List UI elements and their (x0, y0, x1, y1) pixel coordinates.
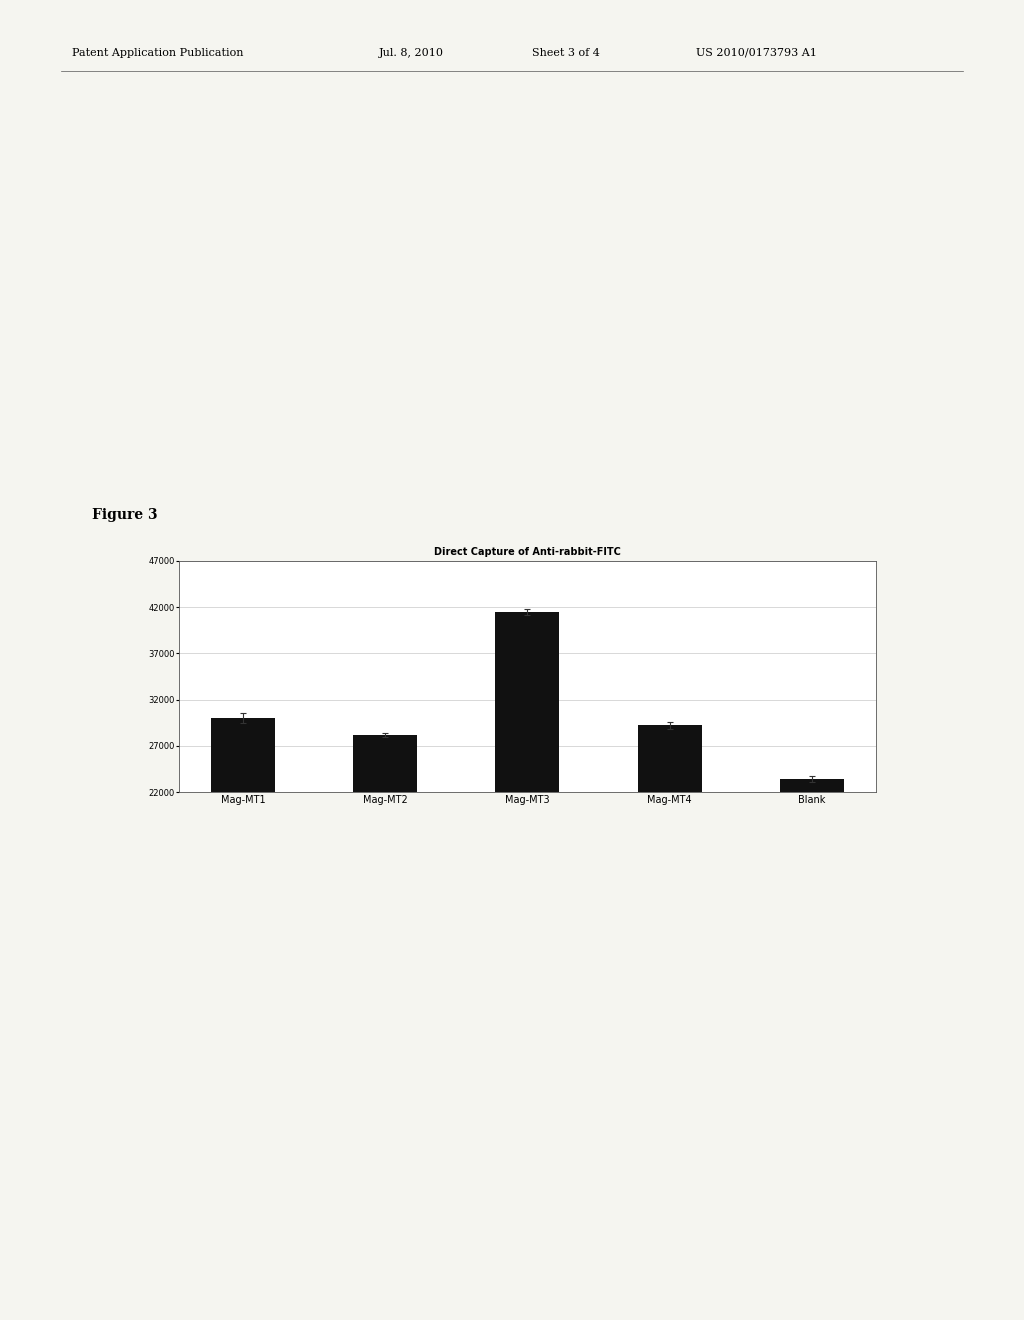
Bar (638, 726, 701, 995)
Bar (780, 779, 844, 995)
Bar (211, 718, 274, 995)
Text: US 2010/0173793 A1: US 2010/0173793 A1 (696, 48, 817, 58)
Bar (496, 612, 559, 995)
Text: Patent Application Publication: Patent Application Publication (72, 48, 243, 58)
Title: Direct Capture of Anti-rabbit-FITC: Direct Capture of Anti-rabbit-FITC (434, 548, 621, 557)
Text: Sheet 3 of 4: Sheet 3 of 4 (532, 48, 600, 58)
Text: Jul. 8, 2010: Jul. 8, 2010 (379, 48, 443, 58)
Text: Figure 3: Figure 3 (92, 508, 158, 523)
Bar (353, 735, 417, 995)
